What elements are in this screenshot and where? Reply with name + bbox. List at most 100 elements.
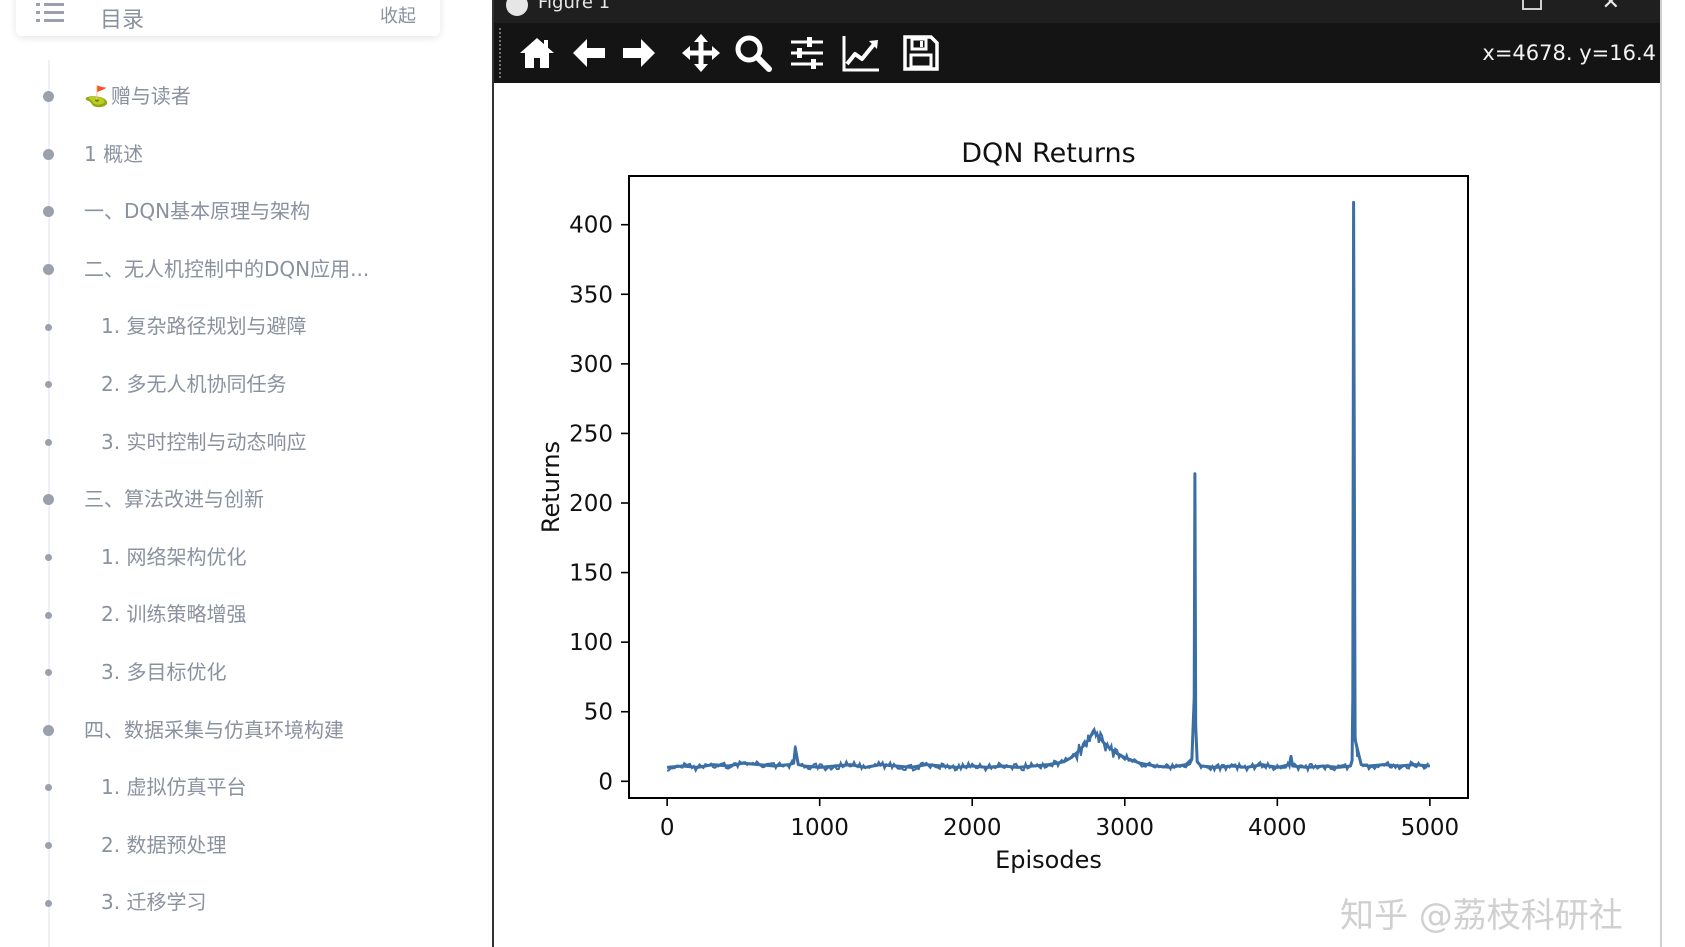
toc-item-label: 赠与读者 [110,84,191,108]
toc-item[interactable]: 3. 多目标优化 [0,644,480,702]
home-icon [520,38,554,68]
toc-item-label: 3. 实时控制与动态响应 [101,429,307,454]
toc-item-label: 二、无人机控制中的DQN应用... [84,256,370,281]
x-tick-label: 0 [660,815,675,841]
toc-item-label: 2. 多无人机协同任务 [101,371,287,396]
flag-icon: ⛳ [84,84,109,108]
toc-item-label: 三、算法改进与创新 [84,487,264,512]
chart-svg[interactable]: DQN Returns 0 1000 2000 3000 4000 5000 0 50 100 15… [494,83,1660,947]
x-tick-label: 4000 [1248,815,1307,841]
toc-item[interactable]: 3. 迁移学习 [0,874,480,932]
toc-item-label: 2. 训练策略增强 [101,602,247,627]
toc-list: ⛳ 赠与读者 1 概述一、DQN基本原理与架构二、无人机控制中的DQN应用... 1.… [0,68,480,932]
back-button[interactable] [566,31,612,75]
maximize-button[interactable] [1522,0,1542,10]
toc-item-label: 一、DQN基本原理与架构 [84,199,311,224]
bullet-icon [45,784,52,792]
toc-item-label: 1 概述 [84,141,144,166]
toc-item[interactable]: 2. 训练策略增强 [0,586,480,644]
toc-panel: 目录 收起 ⛳ 赠与读者 1 概述一、DQN基本原理与架构二、无人机控制中的DQN应… [0,0,492,947]
y-tick-label: 200 [569,491,613,517]
toc-item-label: 3. 多目标优化 [101,659,227,684]
toc-item-label: 1. 网络架构优化 [101,544,247,569]
window-titlebar[interactable]: Figure 1 ✕ [494,0,1660,23]
x-tick-label: 2000 [943,815,1002,841]
toc-item[interactable]: 1. 复杂路径规划与避障 [0,298,480,356]
y-tick-label: 100 [569,630,613,656]
bullet-icon [45,554,52,562]
floppy-disk-icon [903,35,939,71]
y-tick-label: 350 [569,282,613,308]
bullet-icon [43,148,54,160]
bullet-icon [43,264,54,276]
close-button[interactable]: ✕ [1601,0,1620,15]
window-title: Figure 1 [538,0,611,13]
bullet-icon [45,899,52,907]
bullet-icon [43,494,54,506]
sliders-icon [791,37,823,69]
toc-item-label: 1. 复杂路径规划与避障 [101,314,307,339]
bullet-icon [45,438,52,446]
x-tick-label: 5000 [1401,815,1460,841]
y-tick-label: 150 [569,561,613,587]
toc-item[interactable]: 二、无人机控制中的DQN应用... [0,241,480,299]
magnifier-icon [735,35,772,72]
y-axis-label: Returns [537,441,565,533]
x-tick-label: 1000 [790,815,849,841]
series-line-noise [666,204,1429,774]
arrow-left-icon [573,39,605,67]
toolbar: x=4678. y=16.4 [494,23,1660,83]
toc-item-label: 2. 数据预处理 [101,832,227,857]
toc-title: 目录 [100,8,145,33]
bullet-icon [45,323,52,331]
bullet-icon [43,724,54,736]
bullet-icon [45,611,52,619]
forward-button[interactable] [616,31,662,75]
toc-item[interactable]: 一、DQN基本原理与架构 [0,183,480,241]
toc-collapse-button[interactable]: 收起 [380,6,416,27]
pan-button[interactable] [678,31,724,75]
app-logo-icon [506,0,528,16]
toc-item[interactable]: 1 概述 [0,126,480,184]
arrow-right-icon [623,39,655,67]
chart-title: DQN Returns [961,138,1136,169]
toc-item[interactable]: 三、算法改进与创新 [0,471,480,529]
x-tick-label: 3000 [1095,815,1154,841]
toc-item[interactable]: 1. 虚拟仿真平台 [0,759,480,817]
y-tick-label: 250 [569,421,613,447]
toc-item[interactable]: 2. 数据预处理 [0,817,480,875]
x-axis-label: Episodes [995,846,1102,874]
toc-item-label: 3. 迁移学习 [101,890,207,915]
axes-edit-button[interactable] [838,31,884,75]
subplots-button[interactable] [784,31,830,75]
line-chart-icon [842,36,879,72]
toc-item[interactable]: ⛳ 赠与读者 [0,68,480,126]
home-button[interactable] [514,31,560,75]
save-button[interactable] [898,31,944,75]
y-tick-label: 400 [569,213,613,239]
coordinate-readout: x=4678. y=16.4 [1482,41,1656,65]
toc-item-label: 1. 虚拟仿真平台 [101,775,247,800]
toc-item[interactable]: 四、数据采集与仿真环境构建 [0,702,480,760]
figure-window: Figure 1 ✕ [492,0,1662,947]
y-tick-label: 50 [584,700,613,726]
toolbar-grip-handle[interactable] [498,27,503,79]
y-tick-label: 0 [598,769,613,795]
toc-item-label: 四、数据采集与仿真环境构建 [84,717,344,742]
list-icon [36,3,64,22]
axes-frame [628,175,1469,799]
bullet-icon [45,381,52,389]
move-icon [682,34,720,72]
plot-canvas[interactable]: DQN Returns 0 1000 2000 3000 4000 5000 0 50 100 15… [494,83,1660,947]
bullet-icon [43,206,54,218]
toc-item[interactable]: 1. 网络架构优化 [0,529,480,587]
toc-item[interactable]: 2. 多无人机协同任务 [0,356,480,414]
zoom-button[interactable] [730,31,776,75]
bullet-icon [43,91,54,103]
bullet-icon [45,669,52,677]
bullet-icon [45,842,52,850]
watermark: 知乎 @荔枝科研社 [1340,896,1623,936]
toc-header: 目录 收起 [16,0,440,36]
y-tick-label: 300 [569,352,613,378]
toc-item[interactable]: 3. 实时控制与动态响应 [0,414,480,472]
